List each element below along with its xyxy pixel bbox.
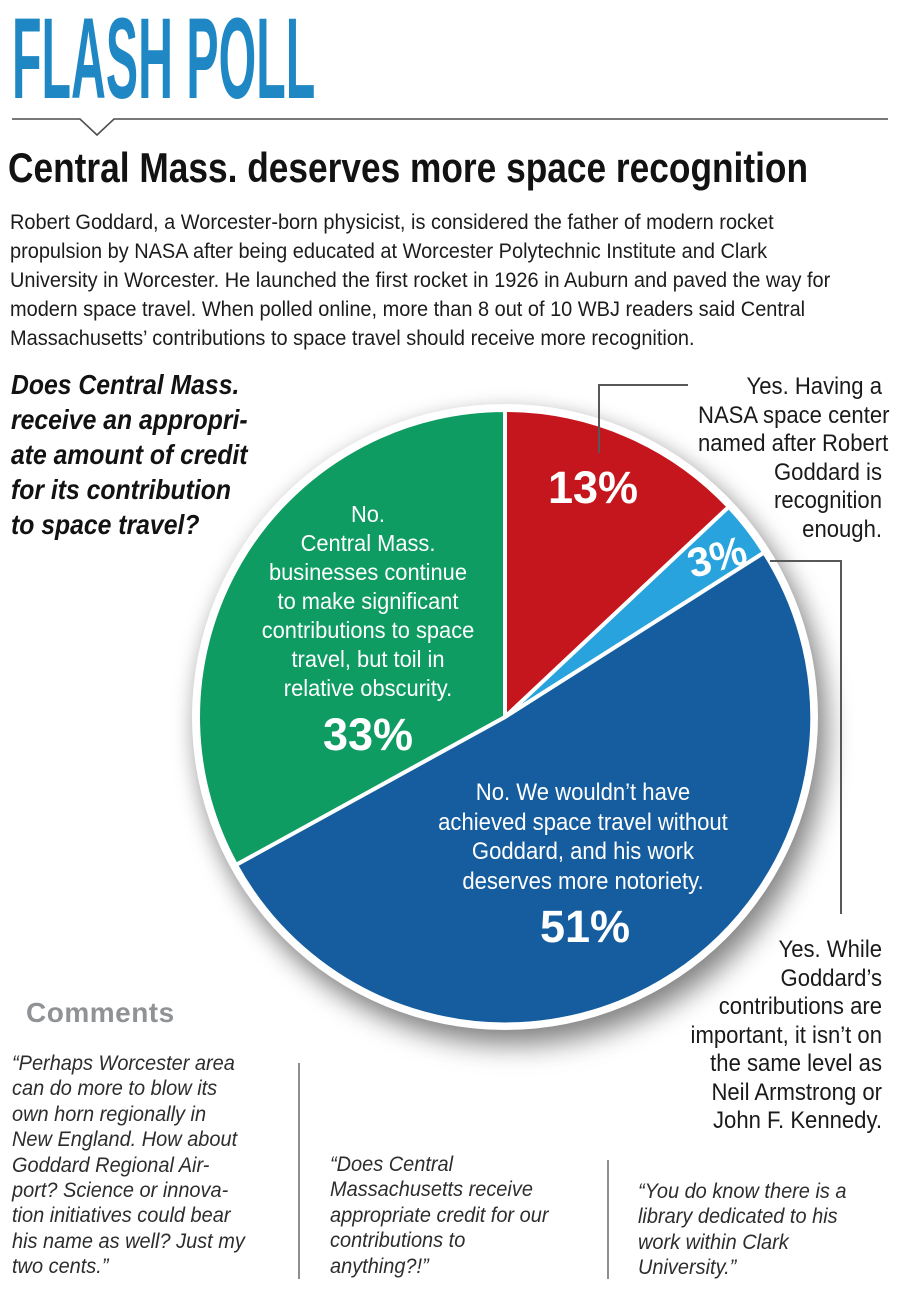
comments-divider-2 bbox=[607, 1160, 609, 1279]
pie-slice-no-relative-obscurity bbox=[196, 408, 507, 867]
poll-question: Does Central Mass. receive an appropri- … bbox=[11, 369, 248, 540]
intro-paragraph: Robert Goddard, a Worcester-born physici… bbox=[10, 211, 831, 350]
header-divider-rule bbox=[12, 118, 888, 137]
comments-divider-1 bbox=[298, 1063, 300, 1279]
pie-label-13pct: 13% bbox=[547, 462, 639, 513]
pie-slice-no-deserves-notoriety bbox=[234, 550, 815, 1027]
callout-label-yes-not-same-level: Yes. While Goddard’s contributions are i… bbox=[690, 936, 882, 1134]
comments-heading: Comments bbox=[26, 997, 175, 1028]
divider-notch-line bbox=[12, 118, 888, 137]
callout-label-yes-nasa-center: Yes. Having a NASA space center named af… bbox=[698, 373, 890, 543]
callout-line-lightblue-slice bbox=[770, 560, 842, 914]
pie-label-green-slice: No. Central Mass. businesses continue to… bbox=[261, 501, 475, 701]
pie-slice-yes-nasa-center bbox=[503, 408, 731, 719]
comment-quote-3: “You do know there is a library dedicate… bbox=[638, 1180, 847, 1280]
callout-line-red-slice bbox=[598, 384, 688, 453]
pie-label-33pct: 33% bbox=[322, 709, 414, 760]
comment-quote-1: “Perhaps Worcester area can do more to b… bbox=[12, 1052, 245, 1279]
comment-quote-2: “Does Central Massachusetts receive appr… bbox=[330, 1153, 549, 1278]
pie-label-blue-slice: No. We wouldn’t have achieved space trav… bbox=[438, 779, 728, 895]
headline: Central Mass. deserves more space recogn… bbox=[8, 144, 809, 191]
pie-slices bbox=[196, 408, 815, 1027]
page-title: FLASH POLL bbox=[12, 0, 316, 123]
pie-label-51pct: 51% bbox=[539, 901, 631, 952]
